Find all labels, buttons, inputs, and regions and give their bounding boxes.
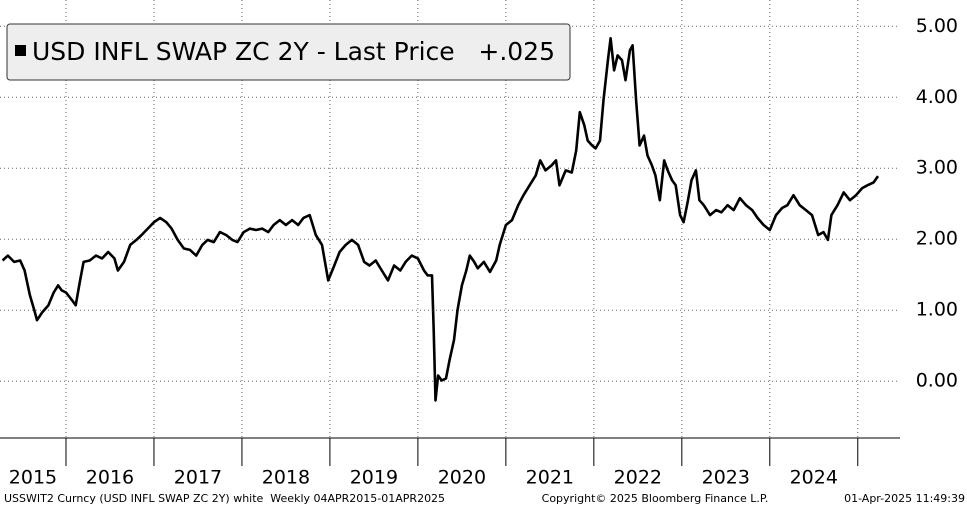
y-tick-label: 0.00 bbox=[916, 370, 958, 392]
footer-center: Copyright© 2025 Bloomberg Finance L.P. bbox=[542, 492, 769, 505]
footer-right: 01-Apr-2025 11:49:39 bbox=[844, 492, 965, 505]
x-tick-label: 2020 bbox=[438, 467, 486, 489]
y-tick-label: 2.00 bbox=[916, 228, 958, 250]
legend-label: USD INFL SWAP ZC 2Y - Last Price bbox=[32, 37, 455, 66]
x-tick-label: 2023 bbox=[702, 467, 750, 489]
x-tick-label: 2018 bbox=[262, 467, 310, 489]
legend-box bbox=[6, 23, 571, 81]
x-tick-label: 2022 bbox=[614, 467, 662, 489]
legend-swatch bbox=[15, 45, 26, 56]
x-tick-label: 2019 bbox=[350, 467, 398, 489]
x-tick-label: 2024 bbox=[790, 467, 838, 489]
footer-left: USSWIT2 Curncy (USD INFL SWAP ZC 2Y) whi… bbox=[4, 492, 445, 505]
x-tick-label: 2021 bbox=[526, 467, 574, 489]
line-series bbox=[1, 37, 880, 402]
y-tick-label: 1.00 bbox=[916, 299, 958, 321]
y-tick-label: 5.00 bbox=[916, 15, 958, 37]
legend-value: +.025 bbox=[478, 37, 555, 66]
y-tick-label: 4.00 bbox=[916, 86, 958, 108]
x-tick-label: 2017 bbox=[174, 467, 222, 489]
x-tick-label: 2015 bbox=[9, 467, 57, 489]
x-tick-label: 2016 bbox=[86, 467, 134, 489]
y-tick-label: 3.00 bbox=[916, 157, 958, 179]
